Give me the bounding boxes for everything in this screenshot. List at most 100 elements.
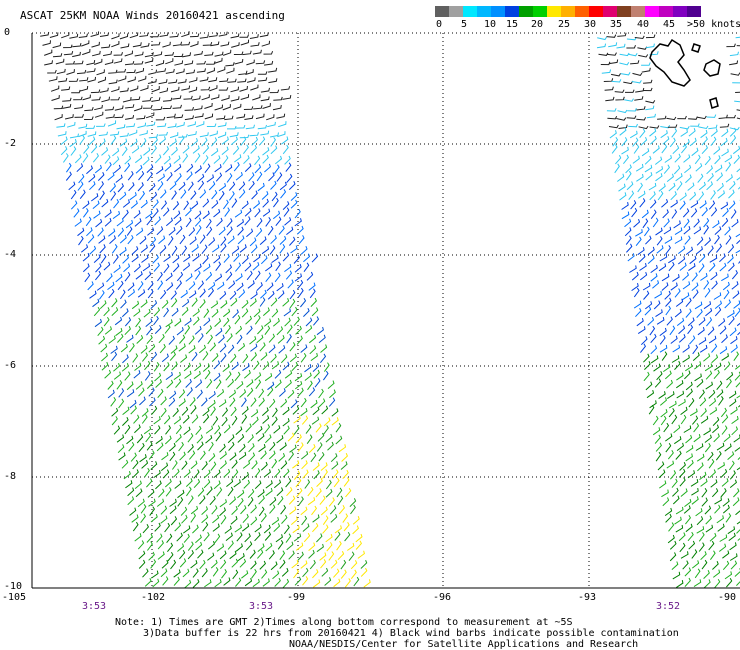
wind-barb	[213, 372, 221, 382]
wind-barb	[725, 235, 732, 245]
wind-barb	[176, 121, 185, 128]
wind-barb	[323, 425, 329, 435]
wind-barb	[271, 458, 278, 469]
wind-barb	[216, 543, 225, 552]
wind-barb	[728, 316, 735, 326]
wind-barb	[612, 136, 619, 147]
wind-barb	[725, 162, 732, 172]
wind-barb	[137, 281, 144, 291]
wind-barb	[685, 308, 692, 318]
wind-barb	[169, 132, 179, 139]
wind-barb	[352, 525, 359, 535]
wind-barb	[220, 236, 227, 246]
wind-barb	[199, 299, 206, 309]
wind-barb	[640, 137, 648, 146]
wind-barb	[175, 173, 182, 183]
wind-barb	[601, 69, 612, 74]
wind-barb	[94, 164, 102, 174]
wind-barb	[312, 522, 319, 533]
wind-barb	[253, 308, 261, 318]
wind-barb	[703, 280, 710, 290]
legend-swatch	[673, 6, 687, 17]
wind-barb	[729, 470, 736, 480]
wind-barb	[696, 378, 704, 388]
wind-barb	[215, 172, 223, 182]
wind-barb	[160, 515, 168, 524]
wind-barb	[152, 106, 163, 111]
wind-barb	[297, 279, 304, 290]
wind-barb	[217, 131, 227, 139]
wind-barb	[172, 263, 180, 273]
wind-barb	[132, 459, 139, 470]
wind-barb	[96, 123, 106, 127]
wind-barb	[79, 85, 89, 92]
wind-barb	[98, 131, 108, 137]
wind-barb	[251, 136, 258, 146]
wind-barb	[301, 460, 308, 470]
wind-barb	[634, 35, 645, 40]
wind-barb	[730, 406, 738, 415]
wind-barb	[704, 363, 713, 372]
wind-barb	[714, 578, 721, 589]
wind-barb	[238, 289, 246, 299]
wind-barb	[311, 416, 320, 425]
wind-barb	[55, 58, 65, 65]
wind-barb	[149, 33, 160, 38]
wind-barb	[674, 236, 683, 244]
wind-barb	[701, 497, 708, 507]
wind-barb	[139, 130, 148, 136]
wind-barb	[290, 245, 298, 254]
wind-barb	[244, 577, 253, 587]
wind-barb	[721, 478, 729, 487]
wind-barb	[115, 174, 123, 183]
wind-barb	[697, 326, 705, 336]
wind-barb	[619, 127, 627, 136]
wind-barb	[308, 443, 316, 453]
wind-barb	[184, 106, 194, 111]
wind-barb	[272, 407, 278, 418]
wind-barb	[129, 342, 135, 353]
wind-barb	[225, 324, 231, 335]
wind-barb	[603, 78, 614, 82]
wind-barb	[107, 281, 115, 290]
wind-barb	[203, 532, 210, 542]
wind-barb	[249, 132, 259, 137]
wind-barb	[65, 60, 75, 65]
wind-barb	[291, 559, 299, 569]
wind-barb	[206, 226, 213, 237]
wind-barb	[257, 433, 265, 442]
wind-barb	[326, 542, 333, 552]
wind-barb	[729, 542, 737, 551]
wind-barb	[659, 335, 666, 345]
wind-barb	[269, 504, 276, 514]
wind-barb	[652, 217, 659, 228]
wind-barb	[706, 165, 713, 175]
wind-barb	[138, 550, 146, 560]
wind-barb	[179, 451, 186, 461]
wind-barb	[645, 172, 653, 181]
wind-barb	[316, 478, 323, 487]
wind-barb	[154, 522, 161, 532]
wind-barb	[116, 380, 123, 390]
wind-barb	[190, 513, 196, 523]
wind-barb	[156, 68, 167, 73]
wind-barb	[254, 164, 262, 174]
wind-barb	[238, 443, 246, 453]
wind-barb	[329, 505, 337, 515]
wind-barb	[153, 315, 159, 326]
wind-barb	[626, 45, 636, 49]
wind-barb	[249, 34, 259, 39]
wind-barb	[284, 263, 292, 273]
wind-barb	[323, 417, 331, 427]
wind-barb	[222, 155, 229, 165]
wind-barb	[656, 370, 663, 381]
wind-barb	[249, 298, 257, 307]
wind-barb	[732, 290, 740, 299]
wind-barb	[127, 76, 136, 83]
wind-barb	[169, 138, 177, 147]
wind-barb	[126, 226, 133, 236]
wind-barb	[277, 495, 284, 506]
wind-barb	[229, 452, 237, 461]
wind-barb	[615, 154, 622, 165]
wind-barb	[714, 300, 722, 309]
